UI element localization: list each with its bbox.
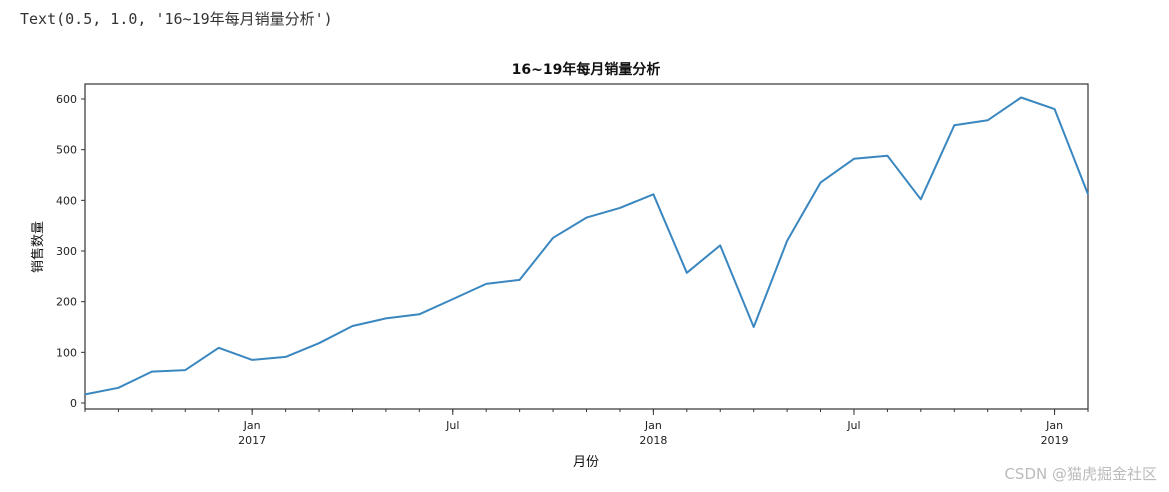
y-axis: 0 100 200 300 400 500 600	[56, 93, 85, 410]
x-tick-label: Jan	[644, 419, 662, 432]
y-tick-label: 300	[56, 245, 77, 258]
sales-line	[84, 96, 1089, 396]
y-tick-label: 500	[56, 144, 77, 157]
y-tick-label: 100	[56, 346, 77, 359]
y-axis-label: 销售数量	[30, 221, 46, 273]
x-axis-label: 月份	[573, 455, 599, 470]
x-tick-year-label: 2019	[1041, 434, 1069, 447]
plot-area	[84, 83, 1089, 410]
chart-title: 16~19年每月销量分析	[512, 61, 661, 78]
y-tick-label: 400	[56, 194, 77, 207]
x-tick-label: Jul	[846, 419, 860, 432]
x-axis: Jan 2017 Jul Jan 2018 Jul Jan 2019	[84, 409, 1089, 447]
x-tick-label: Jul	[445, 419, 459, 432]
x-tick-label: Jan	[1045, 419, 1063, 432]
x-tick-year-label: 2017	[238, 434, 266, 447]
y-tick-label: 200	[56, 296, 77, 309]
watermark: CSDN @猫虎掘金社区	[1004, 465, 1157, 483]
x-tick-label: Jan	[243, 419, 261, 432]
y-tick-label: 600	[56, 93, 77, 106]
cell-output-text: Text(0.5, 1.0, '16~19年每月销量分析')	[20, 10, 333, 28]
y-tick-label: 0	[70, 397, 77, 410]
axes-frame	[84, 83, 1089, 410]
x-tick-year-label: 2018	[639, 434, 667, 447]
